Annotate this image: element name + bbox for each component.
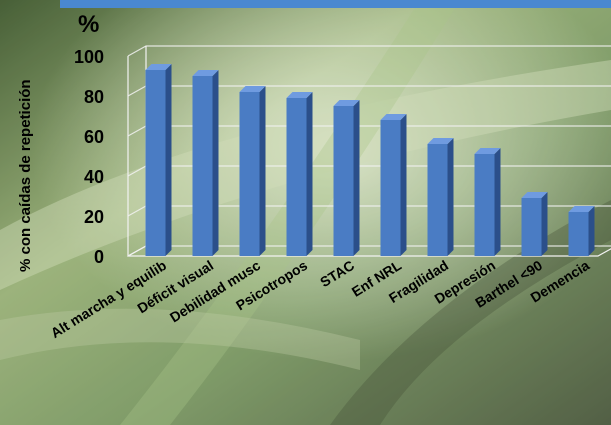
bar <box>568 206 595 256</box>
y-axis-label: % con caídas de repetición <box>17 79 34 272</box>
chart-title: % <box>78 11 99 38</box>
bar <box>145 64 172 256</box>
y-tick-label: 80 <box>84 87 104 107</box>
bar <box>239 86 266 256</box>
y-tick-label: 0 <box>94 247 104 267</box>
bars <box>145 64 595 256</box>
y-tick-label: 100 <box>74 47 104 67</box>
bar <box>521 192 548 256</box>
bar <box>474 148 501 256</box>
y-tick-label: 20 <box>84 207 104 227</box>
bar <box>333 100 360 256</box>
bar <box>192 70 219 256</box>
top-accent-band <box>60 0 611 8</box>
y-tick-labels: 0 20 40 60 80 100 <box>74 47 104 267</box>
x-axis-floor <box>128 248 611 257</box>
bar <box>286 92 313 256</box>
gridline <box>127 45 611 57</box>
bar <box>427 138 454 256</box>
y-tick-label: 40 <box>84 167 104 187</box>
y-tick-label: 60 <box>84 127 104 147</box>
bar <box>380 114 407 256</box>
y-axis-wall <box>127 46 147 258</box>
